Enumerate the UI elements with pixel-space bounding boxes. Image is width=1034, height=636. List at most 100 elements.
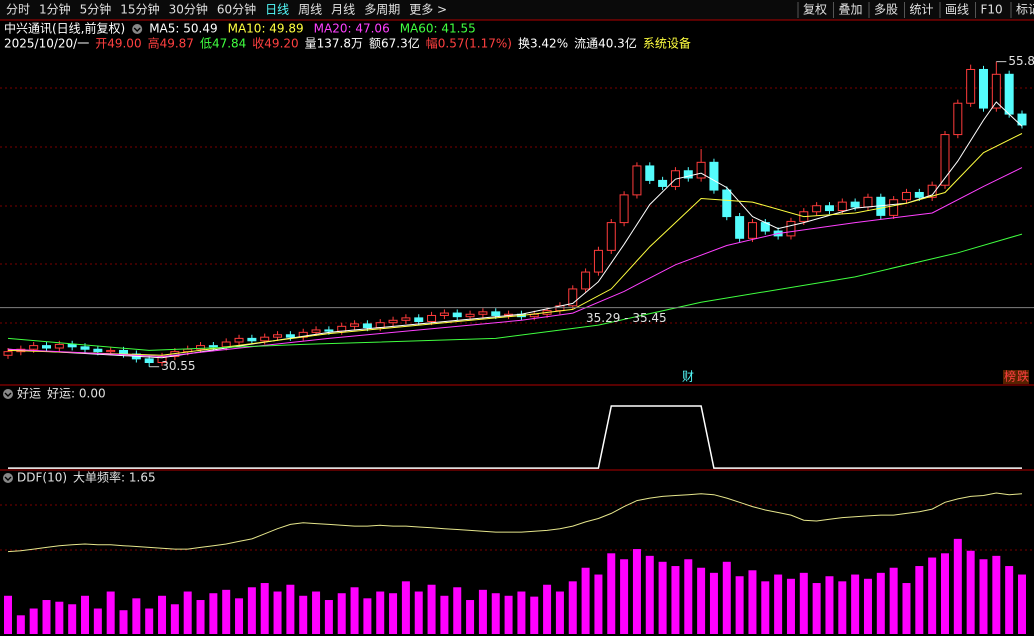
quote-info: 换3.42% [518, 37, 568, 51]
volume-bar [620, 559, 629, 634]
candle-body [80, 346, 90, 350]
volume-bar [491, 593, 500, 634]
indicator-label: 好运 [17, 387, 41, 401]
candle-body [837, 201, 847, 212]
volume-bar [761, 581, 770, 634]
volume-bar [632, 549, 641, 634]
period-button[interactable]: 60分钟 [217, 2, 256, 17]
volume-bar [222, 589, 231, 634]
dropdown-icon[interactable] [3, 389, 13, 399]
candle-body [812, 205, 822, 213]
quote-info: 量137.8万 [305, 37, 363, 51]
dropdown-icon[interactable] [3, 473, 13, 483]
candle-body [54, 343, 64, 349]
volume-bar [1018, 574, 1026, 634]
candle-body [311, 329, 321, 333]
volume-bar [235, 598, 244, 634]
tool-button[interactable]: 画线 [945, 3, 969, 17]
candle-body [966, 68, 976, 104]
period-button[interactable]: 月线 [331, 3, 355, 17]
volume-bar [774, 574, 783, 634]
period-button[interactable]: 15分钟 [120, 2, 159, 17]
volume-bar [427, 584, 436, 634]
period-button[interactable]: 周线 [298, 3, 322, 17]
volume-bar [902, 583, 911, 634]
volume-bar [876, 572, 885, 634]
candle-body [953, 102, 963, 136]
volume-bar [735, 576, 744, 634]
candle-body [196, 345, 206, 350]
ma-line [7, 101, 1023, 359]
dropdown-arrow[interactable] [4, 392, 12, 397]
period-button[interactable]: 多周期 [364, 3, 400, 17]
tool-button[interactable]: 复权 [803, 3, 827, 17]
candle-body [735, 216, 745, 239]
ma-line [7, 133, 1023, 356]
volume-bar [1005, 566, 1014, 634]
event-badge [681, 370, 694, 384]
period-button[interactable]: 5分钟 [80, 2, 112, 17]
volume-bar [748, 570, 757, 634]
volume-bar [466, 600, 475, 634]
candle-body [350, 323, 360, 327]
tool-button[interactable]: F10 [981, 3, 1003, 17]
volume-bar [453, 587, 462, 634]
candle-body [234, 337, 244, 343]
volume-bar [607, 553, 616, 634]
dropdown-arrow[interactable] [133, 27, 141, 32]
volume-bar [401, 581, 410, 634]
volume-bar [29, 608, 38, 634]
volume-bar [376, 591, 385, 634]
tool-button[interactable]: 标记 [1016, 3, 1034, 17]
tool-button[interactable]: 叠加 [839, 3, 863, 17]
volume-bar [928, 557, 937, 634]
candle-body [144, 358, 154, 364]
volume-bar [414, 591, 423, 634]
candle-body [619, 194, 629, 224]
volume-bar [389, 593, 398, 634]
volume-bar [709, 572, 718, 634]
indicator-line [8, 405, 1022, 469]
ma-line [7, 167, 1023, 358]
volume-bar [671, 566, 680, 634]
candle-body [478, 311, 488, 315]
candle-body [824, 205, 834, 212]
volume-bar [132, 598, 141, 634]
volume-bar [530, 596, 539, 634]
period-button[interactable]: 更多 > [409, 3, 447, 17]
period-button[interactable]: 1分钟 [39, 2, 71, 17]
indicator-label: 好运: 0.00 [47, 387, 106, 401]
period-button[interactable]: 30分钟 [169, 2, 208, 17]
event-label: 榜 [1004, 369, 1016, 384]
indicator-label: DDF(10) [17, 471, 67, 485]
quote-info: 流通40.3亿 [574, 36, 637, 51]
dropdown-icon[interactable] [132, 24, 143, 34]
volume-bar [209, 593, 218, 634]
tool-button[interactable]: 多股 [874, 3, 898, 17]
dropdown-arrow[interactable] [4, 476, 12, 481]
volume-bar [568, 581, 577, 634]
candle-body [401, 317, 411, 321]
volume-bar [324, 600, 333, 634]
quote-info: 系统设备 [643, 37, 691, 51]
candle-body [850, 201, 860, 208]
volume-bar [119, 610, 128, 634]
candle-body [632, 165, 642, 196]
volume-bar [145, 608, 154, 634]
period-button[interactable]: 分时 [6, 3, 30, 17]
period-button[interactable]: 日线 [265, 3, 289, 17]
volume-bar [722, 561, 731, 634]
event-badge [1003, 370, 1016, 384]
quote-info: 低47.84 [200, 37, 246, 51]
volume-bar [594, 574, 603, 634]
volume-bar [337, 593, 346, 634]
tool-button[interactable]: 统计 [910, 3, 934, 17]
volume-bar [55, 601, 64, 634]
candle-body [439, 312, 449, 316]
candle-body [29, 345, 39, 350]
quote-info: 2025/10/20/一 [4, 37, 89, 51]
volume-bar [273, 591, 282, 634]
